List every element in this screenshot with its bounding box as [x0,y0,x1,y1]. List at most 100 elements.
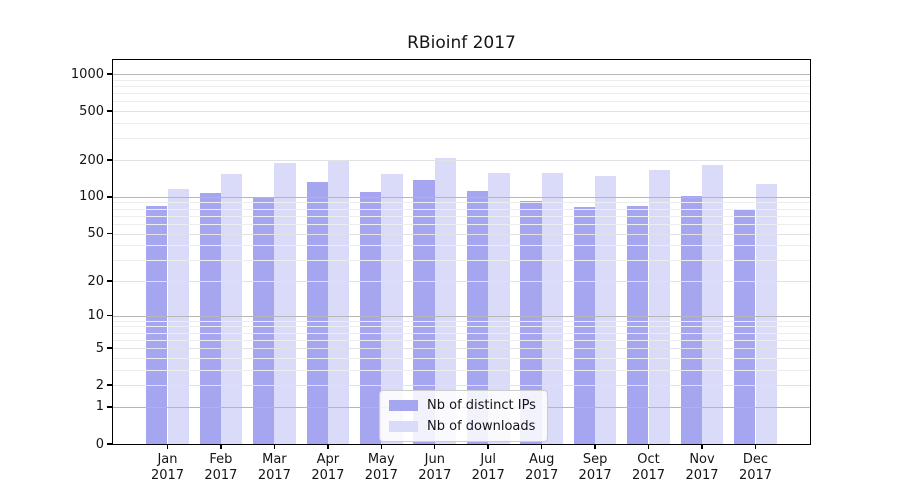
gridline-minor-70 [113,215,810,217]
gridline-minor-8 [113,326,810,328]
ytick-label-1000: 1000 [70,66,104,82]
bar-distinct-ips-apr [306,182,328,444]
xtick-label-jun: Jun 2017 [405,452,465,484]
bar-downloads-may [381,173,403,444]
xtick-label-may: May 2017 [351,452,411,484]
xtick-month: Mar [262,452,287,467]
bar-distinct-ips-jan [146,205,168,444]
xtick-mark-oct [647,444,650,449]
bar-downloads-nov [702,165,724,444]
xtick-month: May [367,452,395,467]
gridline-minor-6 [113,339,810,341]
xtick-year: 2017 [311,468,345,483]
xtick-month: Dec [742,452,769,467]
gridline-minor-600 [113,101,810,103]
xtick-year: 2017 [738,468,773,483]
bar-downloads-feb [221,174,243,444]
ytick-label-20: 20 [87,273,104,289]
bar-distinct-ips-aug [520,200,542,444]
legend-label-distinct-ips: Nb of distinct IPs [427,398,536,413]
xtick-label-apr: Apr 2017 [298,452,358,484]
xtick-label-aug: Aug 2017 [512,452,572,484]
ytick-mark-0 [107,443,112,445]
xtick-mark-jul [487,444,489,449]
xtick-month: Jan [157,452,178,467]
ytick-label-0: 0 [95,436,104,452]
xtick-month: Jul [480,452,497,467]
xtick-year: 2017 [685,468,719,483]
ytick-label-1: 1 [95,399,104,415]
bar-distinct-ips-feb [199,193,221,444]
gridline-minor-80 [113,208,810,210]
legend-entry-downloads: Nb of downloads [389,419,536,434]
xtick-year: 2017 [578,468,612,483]
bar-downloads-jul [488,173,510,444]
ytick-mark-200 [107,159,112,161]
bar-downloads-jun [434,157,457,444]
plot-area [112,59,811,445]
xtick-mark-feb [220,444,222,449]
xtick-mark-jun [433,444,436,449]
bar-distinct-ips-jul [466,190,489,444]
gridline-2 [113,385,810,387]
gridline-minor-800 [113,86,810,87]
xtick-label-dec: Dec 2017 [726,452,786,484]
xtick-label-mar: Mar 2017 [244,452,304,484]
gridline-100 [113,196,810,198]
ytick-label-5: 5 [95,340,104,356]
ytick-mark-1000 [107,73,112,75]
gridline-50 [113,233,810,235]
bar-downloads-dec [755,184,777,444]
gridline-minor-90 [113,202,810,204]
xtick-month: Sep [582,452,608,467]
xtick-label-feb: Feb 2017 [191,452,251,484]
bar-downloads-oct [648,169,670,444]
gridline-500 [113,111,810,113]
bar-downloads-mar [274,162,296,444]
downloads-swatch-icon [389,421,418,432]
xtick-label-jan: Jan 2017 [138,452,198,484]
bar-distinct-ips-mar [253,196,275,444]
xtick-year: 2017 [471,468,505,483]
bar-downloads-sep [595,176,617,444]
xtick-year: 2017 [418,468,452,483]
xtick-label-oct: Oct 2017 [619,452,679,484]
legend-entry-distinct-ips: Nb of distinct IPs [389,398,536,413]
xtick-mark-nov [701,444,703,449]
gridline-10 [113,315,810,317]
xtick-year: 2017 [364,468,398,483]
gridline-minor-900 [113,79,810,81]
xtick-year: 2017 [257,468,291,483]
ytick-label-50: 50 [87,226,104,241]
ytick-label-200: 200 [79,152,104,168]
gridline-200 [113,160,810,161]
gridline-minor-4 [113,357,810,359]
ytick-mark-5 [107,347,112,349]
ytick-mark-1 [107,406,112,408]
xtick-year: 2017 [150,468,185,483]
gridline-minor-30 [113,260,810,262]
chart-title: RBioinf 2017 [407,33,516,53]
ytick-mark-2 [107,384,112,386]
xtick-month: Nov [689,452,715,467]
xtick-label-sep: Sep 2017 [565,452,625,484]
ytick-mark-10 [107,314,112,317]
gridline-minor-3 [113,369,810,371]
ytick-mark-50 [107,232,112,235]
xtick-mark-jan [166,444,169,449]
distinct-ips-swatch-icon [389,400,418,411]
ytick-mark-100 [107,196,112,198]
xtick-month: Aug [528,452,555,467]
bar-downloads-apr [327,160,350,444]
bar-distinct-ips-may [359,191,382,444]
gridline-minor-400 [113,123,810,124]
ytick-label-500: 500 [79,103,104,119]
ytick-label-100: 100 [79,189,104,205]
gridline-20 [113,281,810,282]
gridline-minor-300 [113,138,810,140]
xtick-mark-apr [327,444,329,449]
ytick-mark-500 [107,110,112,112]
xtick-mark-may [380,444,383,449]
gridline-1000 [113,74,810,75]
